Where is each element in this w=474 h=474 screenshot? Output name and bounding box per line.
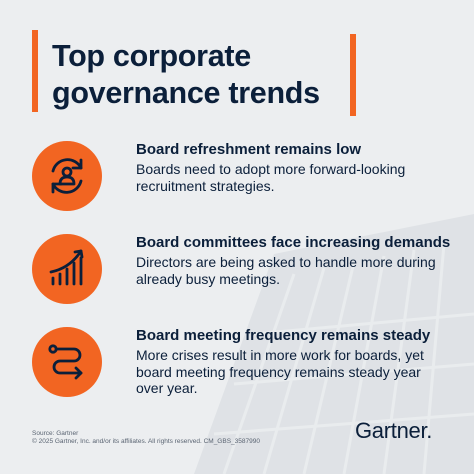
rotate-person-icon	[51, 158, 83, 194]
trend-heading: Board refreshment remains low	[136, 141, 362, 158]
trend-heading: Board committees face increasing demands	[136, 234, 451, 251]
title-line-1: Top corporate	[52, 39, 251, 73]
bar-chart-up-icon	[49, 249, 84, 286]
source-label: Source: Gartner	[32, 430, 79, 437]
page-title: Top corporate governance trends	[52, 38, 320, 112]
title-block: Top corporate governance trends	[32, 30, 358, 120]
winding-arrow-icon	[48, 344, 83, 380]
trend-description: More crises result in more work for boar…	[136, 347, 424, 396]
copyright-text: © 2025 Gartner, Inc. and/or its affiliat…	[32, 438, 260, 445]
trend-description: Boards need to adopt more forward-lookin…	[136, 161, 406, 194]
trend-heading: Board meeting frequency remains steady	[136, 327, 431, 344]
title-line-2: governance trends	[52, 76, 320, 110]
title-bracket-right	[350, 34, 356, 116]
gartner-logo: Gartner.	[355, 418, 433, 443]
source-note: Source: Gartner © 2025 Gartner, Inc. and…	[32, 430, 260, 446]
title-bracket-left	[32, 30, 38, 112]
trend-item-meeting-frequency: Board meeting frequency remains steady M…	[32, 327, 452, 407]
building-background-image	[194, 214, 474, 474]
trend-item-board-refreshment: Board refreshment remains low Boards nee…	[32, 141, 452, 221]
trend-description: Directors are being asked to handle more…	[136, 254, 436, 287]
trend-icon-circle	[32, 234, 102, 304]
trend-icon-circle	[32, 327, 102, 397]
trend-item-board-committees: Board committees face increasing demands…	[32, 234, 452, 314]
trend-icon-circle	[32, 141, 102, 211]
